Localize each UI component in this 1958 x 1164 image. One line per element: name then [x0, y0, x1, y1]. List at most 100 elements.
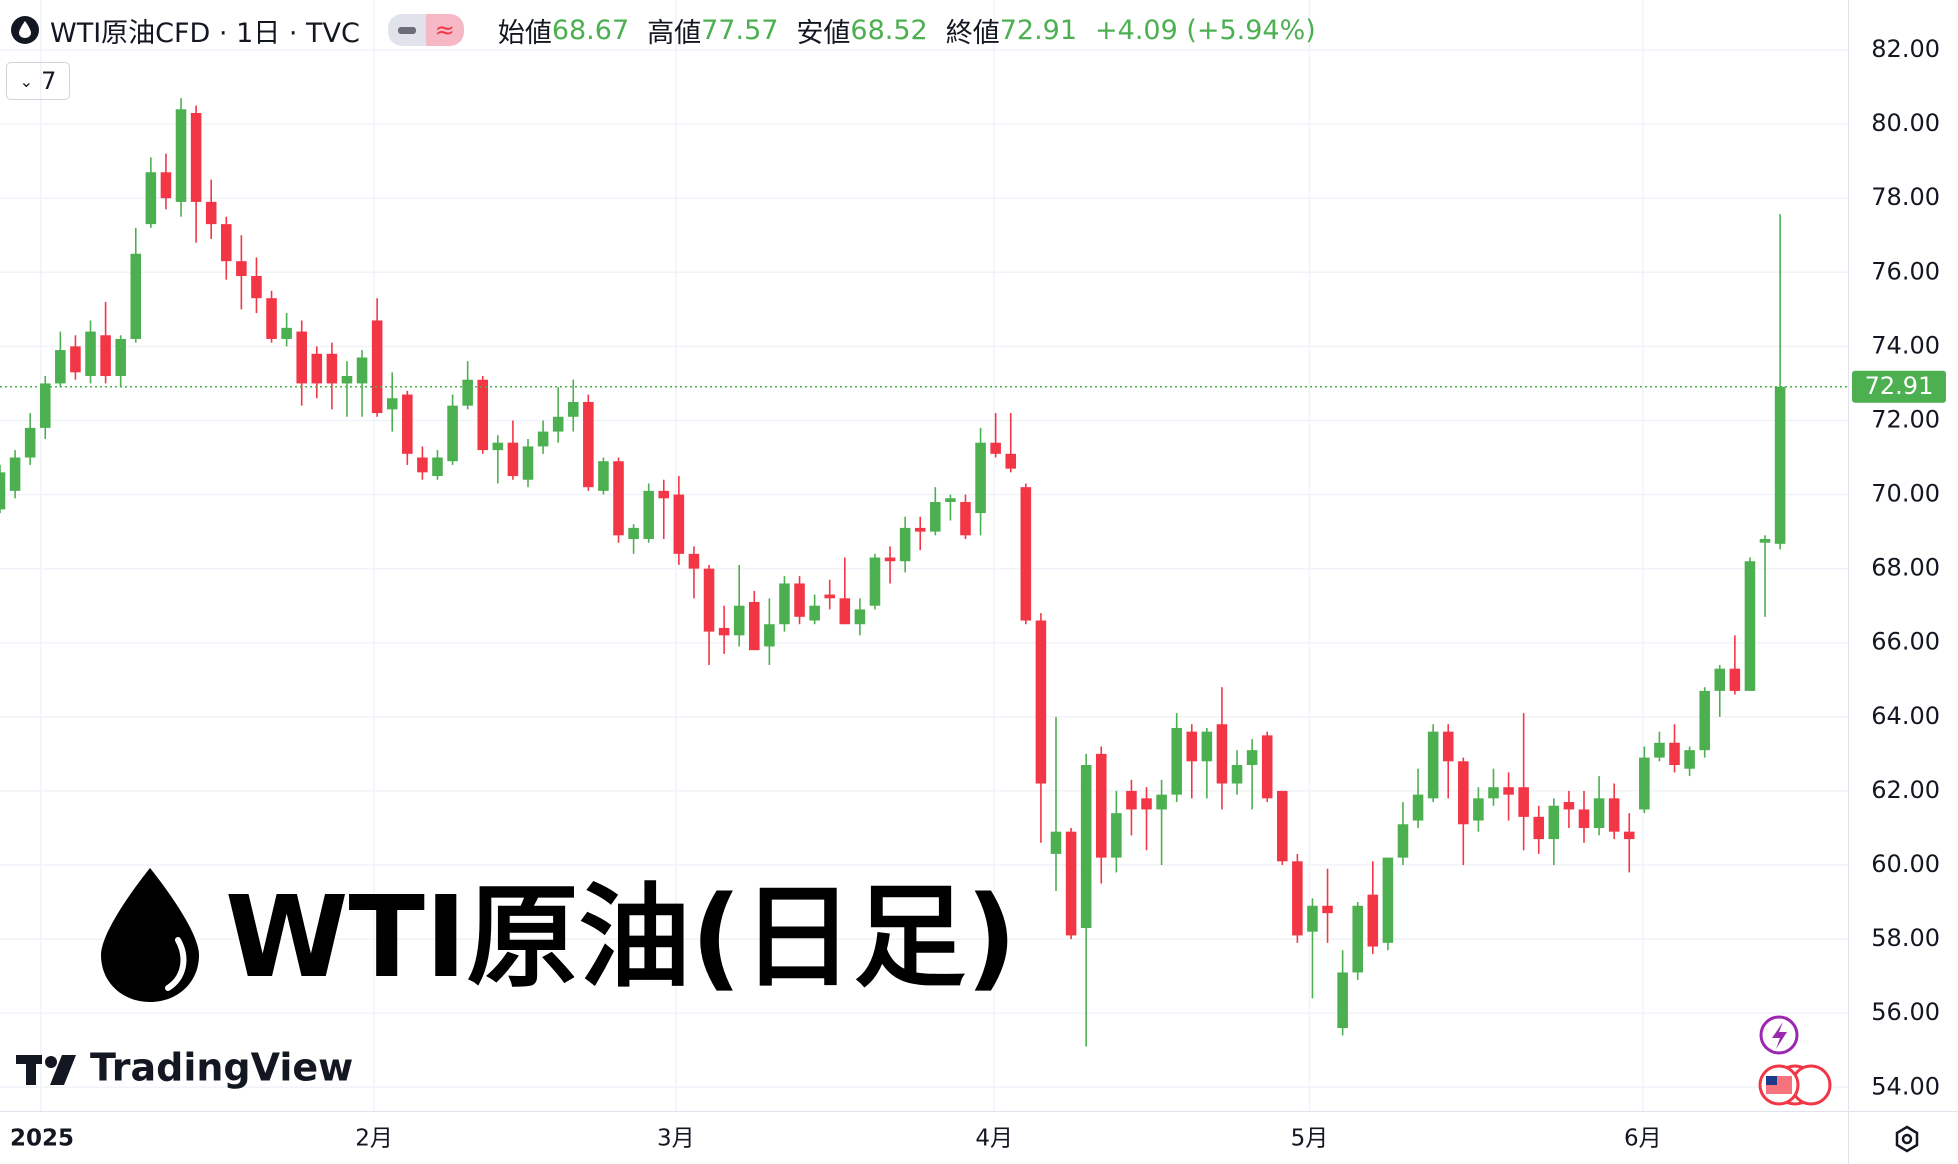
candle-body [1563, 802, 1575, 810]
candle-body [899, 527, 911, 562]
candle-body [703, 568, 715, 632]
candle-body [1367, 894, 1379, 947]
candle-body [1412, 794, 1424, 821]
candle-body [1307, 905, 1318, 932]
x-tick-label: 2月 [355, 1126, 393, 1152]
candle-body [764, 624, 775, 647]
candle-body [854, 609, 866, 625]
x-tick-label: 6月 [1624, 1126, 1662, 1152]
legend-header: WTI原油CFD · 1日 · TVC ≈ 始値 68.67 高値 77.57 安値… [10, 10, 1316, 50]
candle-body [839, 598, 851, 625]
brand: TradingView [90, 1046, 353, 1090]
high-label: 高値 [647, 17, 702, 49]
candle-body [688, 553, 700, 569]
indicator-count: 7 [41, 67, 57, 95]
candle-body [1156, 794, 1167, 810]
candle-body [598, 461, 609, 491]
indicator-toggle[interactable]: ⌄ 7 [6, 62, 70, 100]
candle-body [1080, 764, 1092, 928]
toggle-right[interactable]: ≈ [425, 14, 464, 46]
low-label: 安値 [796, 17, 851, 49]
candle-body [567, 401, 579, 417]
candle-body [341, 376, 353, 384]
y-tick-label: 54.00 [1871, 1072, 1940, 1100]
y-tick-label: 64.00 [1871, 702, 1940, 730]
candle-body [477, 379, 489, 451]
toggle-left[interactable] [387, 14, 426, 46]
candle-body [1488, 787, 1499, 799]
candle-body [1623, 831, 1635, 840]
candle-body [447, 405, 458, 462]
candle-body [0, 472, 6, 510]
candle-body [1593, 798, 1605, 828]
y-tick-label: 70.00 [1871, 480, 1940, 508]
candle-body [1216, 724, 1228, 784]
candle-body [160, 172, 172, 199]
candle-body [1533, 816, 1545, 840]
candle-body [281, 327, 292, 339]
candle-body [930, 501, 941, 532]
y-tick-label: 72.00 [1871, 405, 1940, 433]
candle-body [658, 490, 670, 499]
candle-body [1729, 668, 1741, 691]
candle-body [718, 627, 730, 636]
candle-body [402, 394, 413, 454]
candle-body [24, 427, 36, 458]
last-price-label: 72.91 [1865, 372, 1934, 400]
x-tick-label: 3月 [657, 1126, 695, 1152]
candle-body [1141, 798, 1152, 810]
candle-body [432, 457, 443, 477]
y-tick-label: 68.00 [1871, 554, 1940, 582]
candle-body [537, 431, 549, 447]
candle-body [251, 275, 262, 299]
candle-body [1352, 905, 1363, 973]
candle-body [326, 353, 338, 384]
candle-body [960, 501, 971, 536]
candle-body [115, 338, 126, 377]
candle-body [990, 442, 1001, 454]
candle-body [975, 442, 986, 514]
candle-body [1759, 539, 1771, 543]
candle-body [1065, 831, 1077, 936]
candle-body [1292, 861, 1303, 936]
candle-body [9, 457, 21, 491]
symbol-title[interactable]: WTI原油CFD · 1日 · TVC [50, 17, 360, 49]
watermark-title: WTI原油(日足) [225, 873, 1017, 1003]
candle-body [175, 109, 187, 202]
change: +4.09 (+5.94%) [1095, 14, 1316, 46]
candle-body [628, 527, 639, 540]
y-tick-label: 78.00 [1871, 183, 1940, 211]
event-icons [1758, 1015, 1832, 1106]
candle-body [824, 594, 835, 599]
candle-body [643, 490, 654, 540]
y-tick-label: 80.00 [1871, 109, 1940, 137]
candle-body [1020, 487, 1032, 621]
y-tick-label: 66.00 [1871, 628, 1940, 656]
candle-body [1111, 813, 1122, 858]
candle-body [266, 298, 277, 339]
toggle[interactable]: ≈ [387, 14, 464, 46]
settings-icon[interactable] [1895, 1125, 1919, 1153]
candle-body [884, 557, 896, 562]
candle-body [522, 446, 534, 480]
candle-body [39, 383, 51, 428]
open-value: 68.67 [551, 14, 630, 46]
candle-body [613, 461, 624, 536]
candle-body [462, 379, 473, 406]
candle-body [1608, 798, 1620, 832]
candle-body [1171, 727, 1182, 795]
candle-body [809, 605, 820, 621]
x-tick-label: 4月 [975, 1126, 1013, 1152]
candle-body [583, 401, 594, 488]
close-label: 終値 [945, 17, 1000, 49]
x-tick-label: 5月 [1291, 1126, 1329, 1152]
chevron: ⌄ [19, 71, 34, 91]
candle-body [1714, 668, 1726, 691]
low-value: 68.52 [850, 14, 928, 46]
candle-body [417, 457, 428, 473]
candle-body [1201, 731, 1213, 762]
candle-body [1774, 386, 1786, 544]
candle-body [1261, 735, 1273, 799]
candle-body [100, 335, 111, 377]
